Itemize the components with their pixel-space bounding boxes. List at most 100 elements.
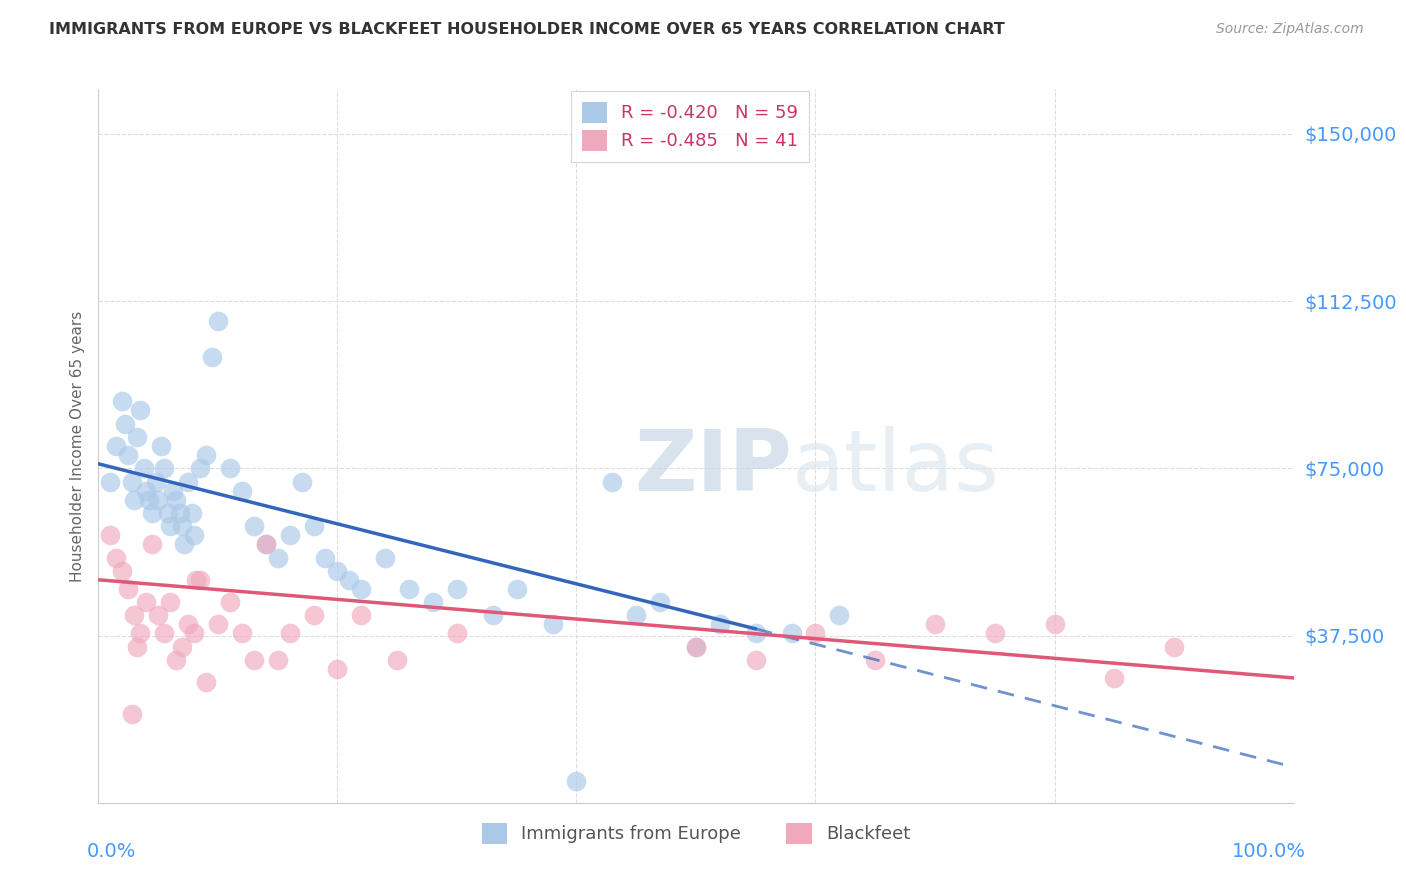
Point: [565, 773, 588, 788]
Point: [135, 595, 157, 609]
Point: [180, 506, 202, 520]
Point: [188, 461, 211, 475]
Point: [254, 537, 277, 551]
Point: [121, 706, 143, 721]
Y-axis label: Householder Income Over 65 years: Householder Income Over 65 years: [69, 310, 84, 582]
Point: [326, 662, 349, 676]
Text: 0.0%: 0.0%: [87, 842, 136, 861]
Point: [207, 314, 229, 328]
Point: [745, 626, 768, 640]
Text: Source: ZipAtlas.com: Source: ZipAtlas.com: [1216, 22, 1364, 37]
Point: [172, 519, 194, 533]
Point: [183, 528, 205, 542]
Point: [865, 653, 887, 667]
Point: [326, 564, 349, 578]
Point: [350, 608, 373, 623]
Point: [267, 550, 290, 565]
Point: [162, 483, 184, 498]
Point: [374, 550, 396, 565]
Point: [350, 582, 373, 596]
Point: [626, 608, 648, 623]
Point: [149, 439, 172, 453]
Point: [111, 394, 134, 409]
Point: [254, 537, 277, 551]
Point: [315, 550, 337, 565]
Point: [385, 653, 409, 667]
Point: [446, 582, 468, 596]
Point: [165, 492, 187, 507]
Point: [98, 475, 122, 489]
Point: [129, 403, 152, 417]
Point: [231, 626, 253, 640]
Point: [105, 439, 128, 453]
Point: [188, 573, 211, 587]
Point: [135, 483, 157, 498]
Point: [177, 617, 200, 632]
Point: [243, 519, 266, 533]
Point: [186, 573, 208, 587]
Point: [125, 430, 148, 444]
Point: [219, 461, 242, 475]
Point: [446, 626, 468, 640]
Point: [201, 350, 224, 364]
Point: [98, 528, 122, 542]
Point: [482, 608, 505, 623]
Point: [156, 506, 179, 520]
Point: [141, 537, 163, 551]
Point: [207, 617, 229, 632]
Point: [650, 595, 672, 609]
Point: [125, 640, 148, 654]
Point: [105, 550, 128, 565]
Point: [173, 537, 195, 551]
Point: [231, 483, 253, 498]
Point: [117, 448, 139, 462]
Point: [124, 492, 146, 507]
Point: [302, 519, 325, 533]
Point: [159, 519, 181, 533]
Point: [195, 448, 218, 462]
Point: [1104, 671, 1126, 685]
Point: [148, 492, 170, 507]
Point: [339, 573, 361, 587]
Text: atlas: atlas: [792, 425, 1000, 509]
Point: [195, 675, 218, 690]
Point: [1163, 640, 1185, 654]
Point: [302, 608, 325, 623]
Point: [804, 626, 827, 640]
Text: 100.0%: 100.0%: [1232, 842, 1306, 861]
Point: [145, 475, 167, 489]
Point: [709, 617, 731, 632]
Point: [114, 417, 136, 431]
Point: [422, 595, 444, 609]
Point: [780, 626, 803, 640]
Point: [267, 653, 290, 667]
Point: [117, 582, 139, 596]
Point: [169, 506, 191, 520]
Point: [183, 626, 205, 640]
Point: [685, 640, 707, 654]
Point: [153, 461, 176, 475]
Point: [153, 626, 176, 640]
Point: [141, 506, 163, 520]
Point: [177, 475, 200, 489]
Point: [398, 582, 420, 596]
Point: [828, 608, 851, 623]
Point: [1043, 617, 1066, 632]
Text: IMMIGRANTS FROM EUROPE VS BLACKFEET HOUSEHOLDER INCOME OVER 65 YEARS CORRELATION: IMMIGRANTS FROM EUROPE VS BLACKFEET HOUS…: [49, 22, 1005, 37]
Point: [172, 640, 194, 654]
Point: [602, 475, 624, 489]
Point: [745, 653, 768, 667]
Point: [165, 653, 187, 667]
Point: [159, 595, 181, 609]
Text: ZIP: ZIP: [634, 425, 792, 509]
Point: [243, 653, 266, 667]
Point: [541, 617, 564, 632]
Legend: Immigrants from Europe, Blackfeet: Immigrants from Europe, Blackfeet: [474, 815, 918, 851]
Point: [924, 617, 946, 632]
Point: [685, 640, 707, 654]
Point: [278, 528, 301, 542]
Point: [506, 582, 529, 596]
Point: [132, 461, 155, 475]
Point: [291, 475, 314, 489]
Point: [138, 492, 160, 507]
